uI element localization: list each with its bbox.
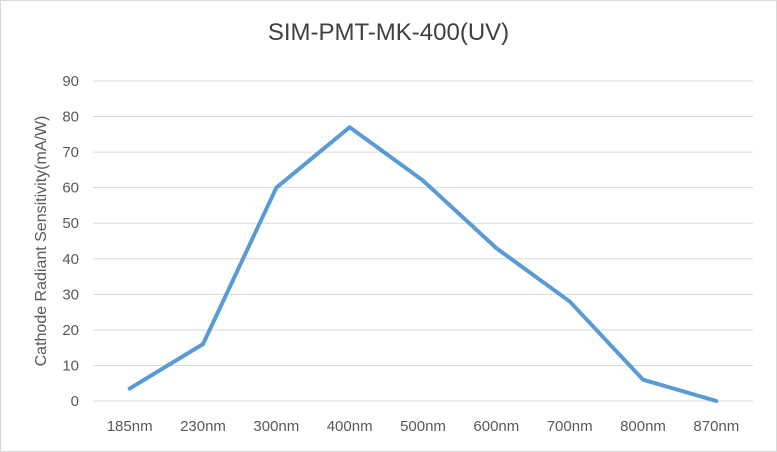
y-tick-label: 20 (62, 322, 79, 339)
x-tick-label: 230nm (180, 418, 226, 435)
x-tick-label: 800nm (620, 418, 666, 435)
y-tick-label: 10 (62, 357, 79, 374)
x-tick-label: 700nm (547, 418, 593, 435)
y-tick-label: 60 (62, 180, 79, 197)
x-tick-label: 500nm (400, 418, 446, 435)
y-tick-label: 40 (62, 251, 79, 268)
y-tick-label: 90 (62, 73, 79, 90)
y-tick-label: 70 (62, 144, 79, 161)
y-axis-title: Cathode Radiant Sensitivity(mA/W) (33, 116, 50, 367)
chart-title: SIM-PMT-MK-400(UV) (267, 19, 510, 46)
x-tick-label: 300nm (253, 418, 299, 435)
y-tick-label: 0 (71, 393, 79, 410)
x-tick-label: 870nm (693, 418, 739, 435)
series-line-0 (127, 125, 719, 403)
y-tick-label: 80 (62, 109, 79, 126)
x-tick-label: 400nm (327, 418, 373, 435)
y-tick-label: 30 (62, 286, 79, 303)
x-tick-label: 600nm (473, 418, 519, 435)
y-tick-label: 50 (62, 215, 79, 232)
x-tick-label: 185nm (107, 418, 153, 435)
